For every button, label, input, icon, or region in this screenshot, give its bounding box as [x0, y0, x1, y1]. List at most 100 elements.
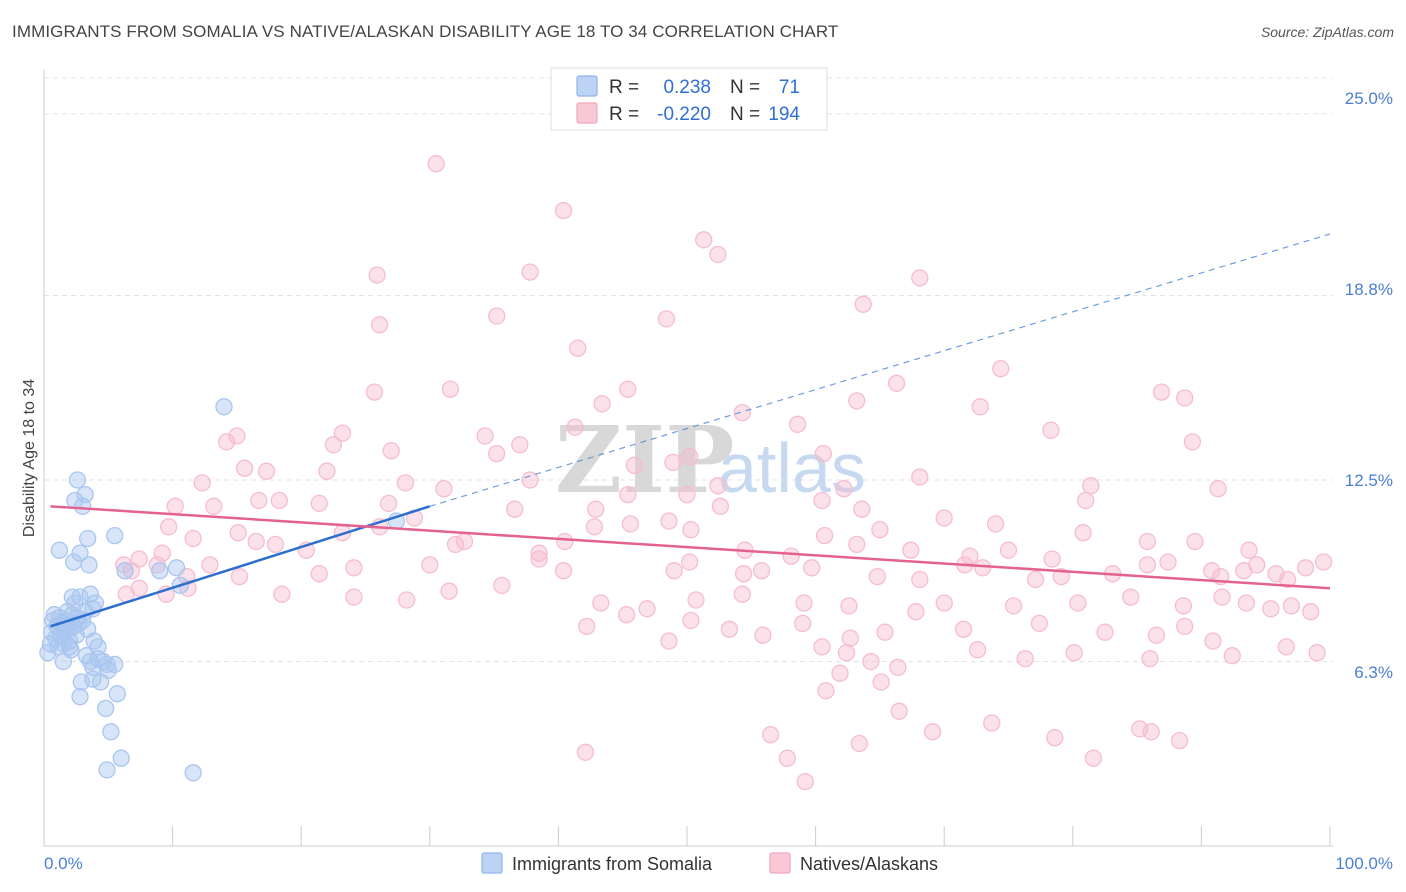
- natives-point: [368, 266, 386, 284]
- natives-point: [1213, 588, 1231, 606]
- somalia-point: [79, 529, 97, 548]
- natives-point: [556, 532, 574, 551]
- natives-point: [273, 585, 291, 603]
- natives-point: [709, 245, 727, 264]
- somalia-point: [116, 562, 134, 580]
- natives-point: [257, 462, 276, 480]
- stats-legend: R = 0.238 N = 71 R = -0.220 N = 194: [550, 67, 828, 131]
- natives-point: [682, 611, 700, 630]
- natives-point: [619, 485, 637, 504]
- y-axis-label: Disability Age 18 to 34: [21, 379, 38, 537]
- natives-point: [511, 436, 529, 454]
- natives-point: [441, 380, 460, 398]
- natives-point: [310, 565, 328, 583]
- chart-title: IMMIGRANTS FROM SOMALIA VS NATIVE/ALASKA…: [12, 22, 839, 41]
- natives-point: [1277, 638, 1295, 656]
- natives-point: [638, 600, 656, 618]
- natives-point: [382, 442, 400, 460]
- natives-point: [840, 597, 858, 615]
- natives-point: [621, 515, 640, 533]
- natives-point: [902, 541, 920, 559]
- somalia-point: [68, 471, 87, 489]
- natives-point: [788, 415, 807, 433]
- natives-point: [911, 269, 929, 287]
- natives-point: [733, 585, 751, 603]
- natives-point: [1138, 532, 1157, 551]
- natives-point: [266, 535, 285, 554]
- natives-point: [592, 594, 610, 612]
- natives-point: [617, 606, 636, 624]
- natives-point: [734, 565, 753, 583]
- natives-point: [593, 395, 611, 413]
- natives-point: [935, 594, 953, 612]
- natives-point: [506, 500, 524, 518]
- natives-point: [530, 550, 548, 568]
- x-tick-label: 0.0%: [44, 854, 83, 873]
- natives-point: [576, 743, 595, 761]
- y-tick-label: 6.3%: [1354, 663, 1393, 682]
- gridlines: [44, 77, 1333, 663]
- natives-point: [250, 491, 268, 510]
- x-axis-ticks: [43, 826, 1331, 846]
- natives-point: [318, 462, 336, 480]
- trend-lines: [50, 233, 1331, 628]
- natives-point: [680, 447, 699, 466]
- natives-point: [521, 471, 539, 489]
- natives-point: [455, 532, 474, 551]
- somalia-point: [77, 647, 96, 665]
- natives-point: [166, 497, 184, 515]
- natives-point: [1152, 383, 1171, 401]
- natives-point: [493, 576, 511, 595]
- natives-point: [619, 380, 637, 398]
- natives-point: [229, 524, 247, 542]
- natives-point: [657, 310, 676, 328]
- natives-point: [813, 491, 831, 510]
- natives-point: [205, 497, 223, 515]
- natives-point: [1026, 570, 1045, 589]
- natives-point: [427, 155, 445, 173]
- natives-point: [720, 620, 739, 638]
- natives-point: [1314, 553, 1333, 571]
- natives-point: [890, 702, 908, 720]
- legend-n-value: 71: [779, 77, 800, 98]
- natives-point: [1183, 433, 1202, 451]
- natives-trend-line: [50, 505, 1331, 590]
- natives-point: [1278, 570, 1297, 589]
- natives-point: [1186, 532, 1204, 551]
- legend-r-label: R =: [609, 104, 639, 125]
- somalia-point: [97, 699, 115, 718]
- natives-point: [235, 459, 254, 477]
- natives-point: [1142, 723, 1160, 741]
- natives-point: [1069, 594, 1087, 612]
- natives-point: [911, 468, 929, 486]
- natives-point: [625, 456, 643, 474]
- legend-r-value: -0.220: [657, 104, 711, 125]
- natives-point: [733, 403, 751, 422]
- natives-point: [440, 582, 458, 600]
- natives-point: [986, 515, 1005, 533]
- natives-point: [999, 541, 1018, 559]
- natives-point: [1308, 644, 1326, 662]
- natives-point: [678, 485, 696, 504]
- natives-point: [709, 477, 727, 495]
- natives-point: [1077, 491, 1095, 510]
- natives-point: [247, 532, 265, 551]
- somalia-trend-extension: [429, 233, 1331, 507]
- natives-point: [130, 579, 148, 597]
- watermark-atlas: atlas: [718, 429, 866, 507]
- natives-point: [695, 231, 713, 249]
- natives-point: [782, 547, 800, 565]
- natives-point: [1030, 614, 1049, 633]
- natives-point: [488, 444, 506, 463]
- natives-point: [968, 641, 987, 659]
- natives-point: [421, 556, 439, 574]
- natives-point: [566, 418, 584, 436]
- natives-point: [345, 559, 363, 577]
- natives-point: [521, 263, 539, 281]
- natives-point: [889, 658, 907, 677]
- legend-label-somalia: Immigrants from Somalia: [512, 854, 713, 874]
- somalia-point: [106, 526, 124, 545]
- natives-point: [365, 383, 384, 401]
- x-tick-label: 100.0%: [1335, 854, 1393, 873]
- natives-point: [935, 509, 953, 527]
